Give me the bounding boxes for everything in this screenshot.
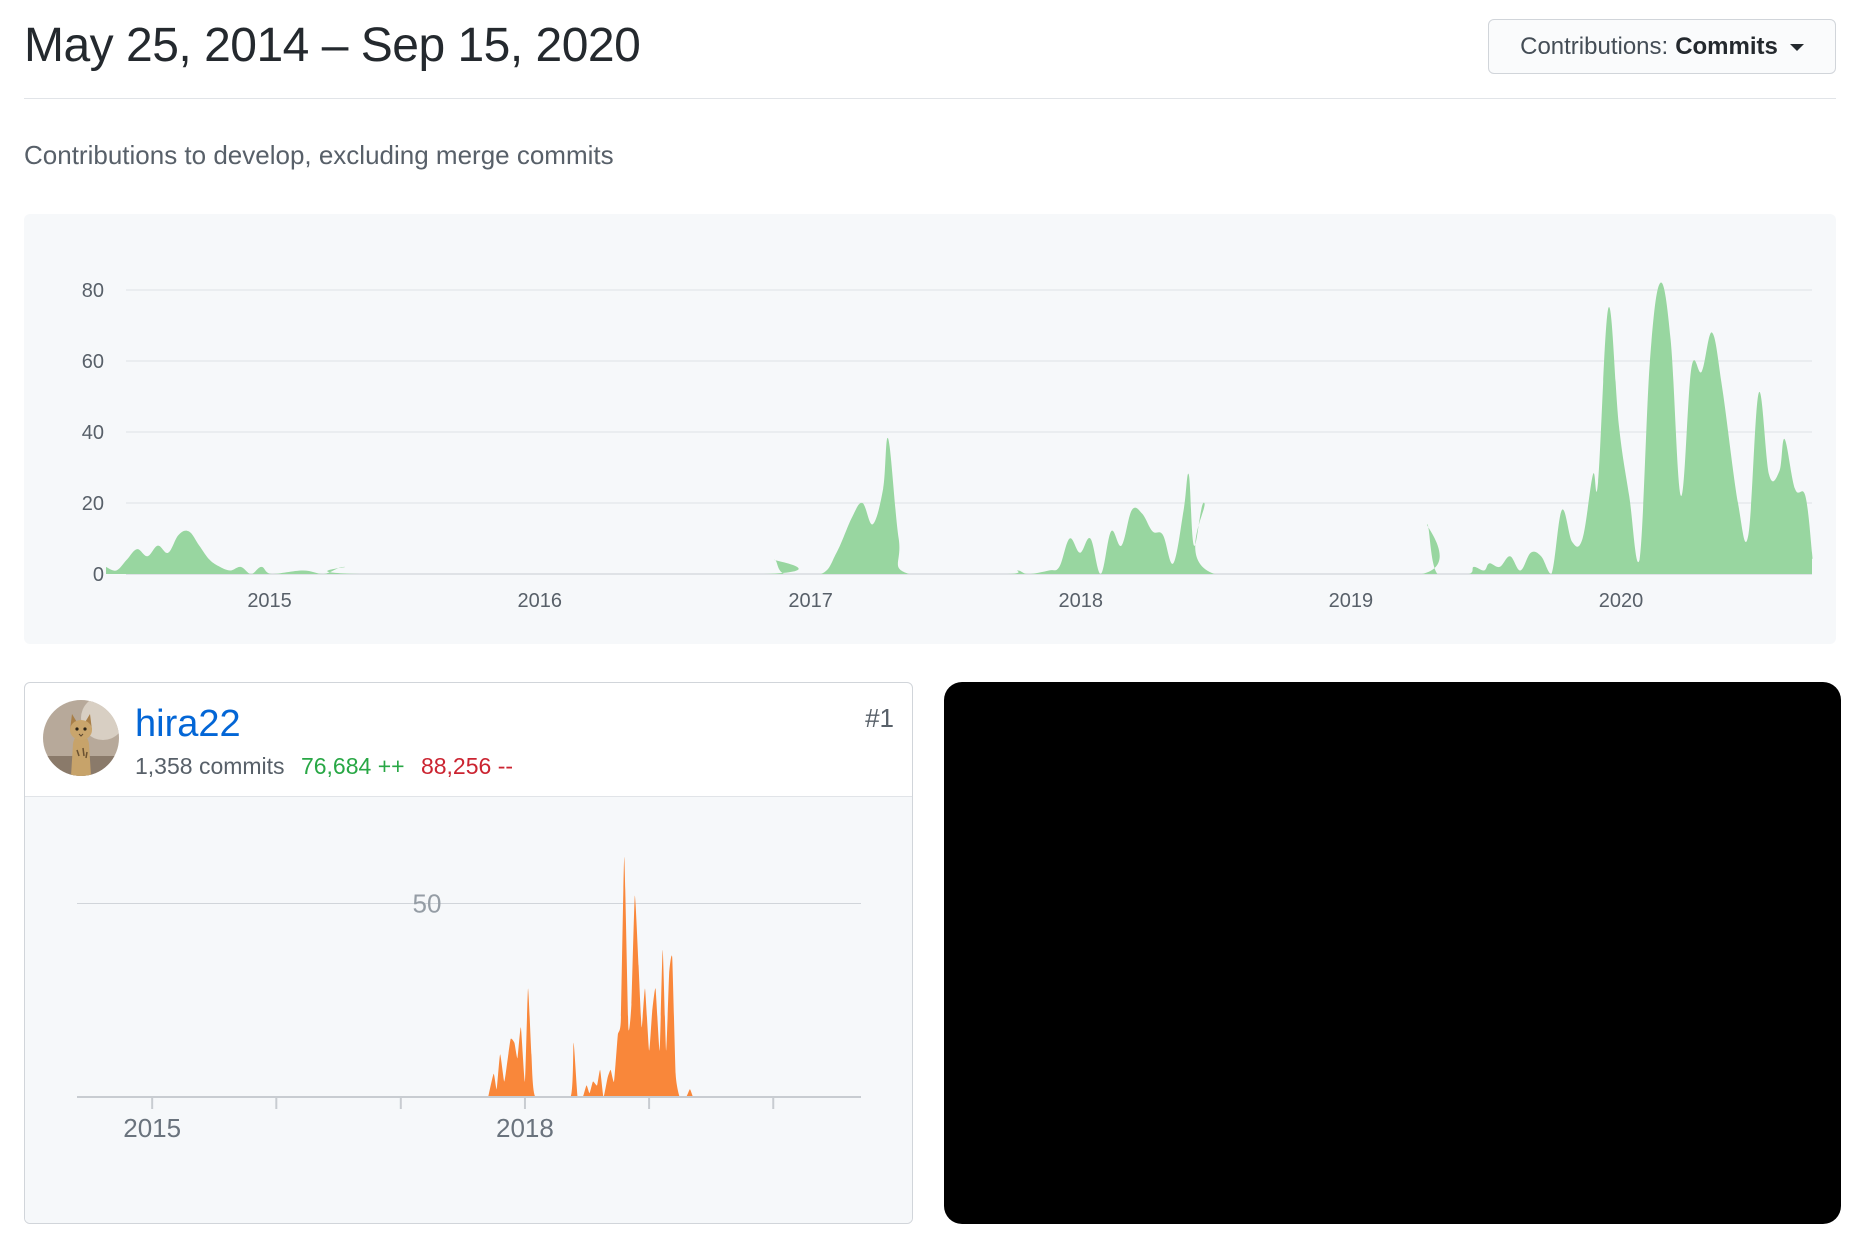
contributor-area-chart: 50 2015 2018 <box>77 856 861 1143</box>
contributor-stats: 1,358 commits 76,684 ++ 88,256 -- <box>135 753 513 780</box>
additions-count: 76,684 ++ <box>300 753 405 779</box>
commit-count: 1,358 commits <box>135 753 285 779</box>
contributions-type-dropdown[interactable]: Contributions: Commits <box>1488 19 1836 74</box>
y-tick-label: 40 <box>82 422 104 444</box>
dropdown-selected-value: Commits <box>1675 32 1778 60</box>
y-tick-label: 50 <box>413 888 442 918</box>
x-tick-label: 2020 <box>1599 590 1644 612</box>
contributions-area-chart: 0 20 40 60 80 2015 2016 2017 2018 2019 2020 <box>82 280 1813 612</box>
y-tick-label: 60 <box>82 351 104 373</box>
x-tick-label: 2018 <box>1059 590 1104 612</box>
chart-subtitle: Contributions to develop, excluding merg… <box>24 140 614 170</box>
x-tick-label: 2019 <box>1329 590 1374 612</box>
contributor-chart-area <box>488 856 693 1097</box>
x-tick-label: 2015 <box>247 590 292 612</box>
x-tick-label: 2017 <box>788 590 833 612</box>
x-tick-label: 2018 <box>496 1113 554 1143</box>
main-chart-area <box>106 282 1813 574</box>
avatar[interactable] <box>43 700 119 776</box>
dropdown-label: Contributions: <box>1520 32 1669 60</box>
contributor-card-header: hira22 1,358 commits 76,684 ++ 88,256 --… <box>25 683 912 797</box>
cat-avatar-icon <box>43 700 119 776</box>
y-tick-label: 0 <box>93 564 104 586</box>
contributions-chart-panel: 0 20 40 60 80 2015 2016 2017 2018 2019 2020 <box>24 214 1836 644</box>
contributor-rank: #1 <box>865 703 894 733</box>
redacted-contributor-card <box>944 682 1841 1224</box>
contributor-card: hira22 1,358 commits 76,684 ++ 88,256 --… <box>24 682 913 1224</box>
contributor-username-link[interactable]: hira22 <box>135 703 241 745</box>
deletions-count: 88,256 -- <box>420 753 514 779</box>
y-tick-label: 80 <box>82 280 104 302</box>
caret-down-icon <box>1789 44 1804 51</box>
contributor-chart-area: 50 2015 2018 <box>25 797 912 1223</box>
x-tick-label: 2016 <box>517 590 562 612</box>
x-tick-label: 2015 <box>123 1113 181 1143</box>
header-divider <box>24 98 1836 99</box>
page-title: May 25, 2014 – Sep 15, 2020 <box>24 19 641 72</box>
y-tick-label: 20 <box>82 493 104 515</box>
